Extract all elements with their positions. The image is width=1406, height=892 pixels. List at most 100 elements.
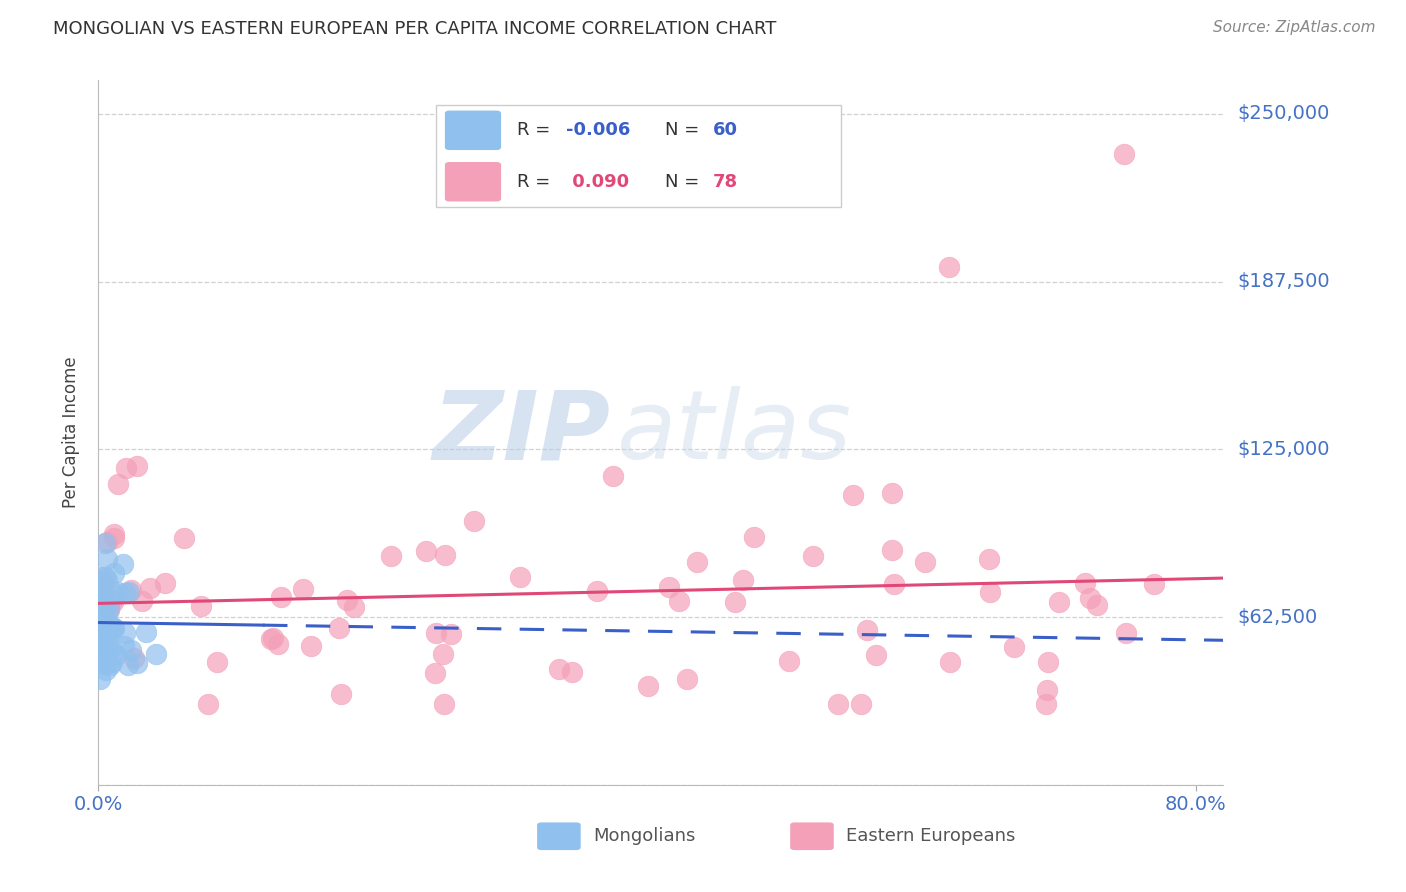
- Point: [90, 609, 112, 624]
- Text: $125,000: $125,000: [1237, 440, 1330, 458]
- Point: [125, 657, 148, 671]
- Point: [977, 552, 1000, 566]
- Point: [1036, 683, 1059, 698]
- Point: [561, 665, 583, 679]
- Point: [94, 657, 117, 671]
- Point: [122, 650, 145, 665]
- Point: [91, 611, 114, 625]
- Point: [93, 630, 115, 644]
- Point: [1115, 626, 1137, 640]
- Point: [91, 573, 114, 587]
- Point: [91, 579, 114, 593]
- Point: [778, 654, 800, 668]
- Point: [93, 536, 115, 550]
- Point: [637, 679, 659, 693]
- Point: [1114, 147, 1136, 161]
- Point: [103, 527, 125, 541]
- Text: N =: N =: [665, 173, 706, 191]
- Text: MONGOLIAN VS EASTERN EUROPEAN PER CAPITA INCOME CORRELATION CHART: MONGOLIAN VS EASTERN EUROPEAN PER CAPITA…: [53, 20, 776, 37]
- Text: $187,500: $187,500: [1237, 272, 1330, 291]
- Point: [336, 593, 359, 607]
- Point: [842, 488, 865, 502]
- Point: [96, 573, 118, 587]
- Point: [89, 624, 111, 639]
- Point: [89, 673, 111, 687]
- Point: [96, 654, 118, 668]
- Point: [90, 623, 112, 637]
- Point: [432, 647, 454, 661]
- Point: [89, 624, 111, 638]
- Point: [138, 581, 160, 595]
- Point: [131, 594, 153, 608]
- Point: [114, 626, 136, 640]
- Point: [658, 580, 681, 594]
- Point: [299, 639, 322, 653]
- Point: [433, 698, 456, 712]
- Point: [343, 599, 366, 614]
- Point: [96, 535, 118, 549]
- Point: [676, 672, 699, 686]
- Text: Mongolians: Mongolians: [593, 827, 696, 846]
- Point: [329, 687, 352, 701]
- Point: [103, 566, 125, 580]
- Point: [89, 603, 111, 617]
- Point: [93, 637, 115, 651]
- Text: N =: N =: [665, 121, 706, 139]
- Point: [97, 622, 120, 636]
- Point: [101, 595, 124, 609]
- Point: [115, 461, 138, 475]
- Point: [97, 603, 120, 617]
- Text: atlas: atlas: [616, 386, 851, 479]
- Point: [90, 586, 112, 600]
- Point: [380, 549, 402, 563]
- Point: [94, 598, 117, 612]
- Point: [938, 260, 960, 274]
- Point: [328, 621, 350, 635]
- Point: [100, 641, 122, 656]
- Point: [509, 570, 531, 584]
- Point: [127, 458, 149, 473]
- FancyBboxPatch shape: [444, 162, 501, 202]
- Point: [979, 584, 1001, 599]
- Point: [270, 590, 292, 604]
- Point: [463, 514, 485, 528]
- Point: [93, 615, 115, 629]
- Point: [851, 698, 873, 712]
- Text: R =: R =: [517, 121, 555, 139]
- Point: [190, 599, 212, 613]
- Point: [101, 584, 124, 599]
- Point: [94, 663, 117, 677]
- Text: Eastern Europeans: Eastern Europeans: [846, 827, 1015, 846]
- Point: [1035, 698, 1057, 712]
- Point: [98, 657, 121, 672]
- Point: [90, 619, 112, 633]
- Point: [723, 595, 745, 609]
- Point: [93, 599, 115, 614]
- Point: [1143, 576, 1166, 591]
- Point: [96, 636, 118, 650]
- Point: [96, 607, 118, 622]
- Point: [883, 576, 905, 591]
- Point: [91, 624, 114, 638]
- Point: [112, 557, 135, 571]
- Point: [434, 548, 457, 562]
- Point: [117, 584, 139, 599]
- Point: [93, 615, 115, 629]
- Y-axis label: Per Capita Income: Per Capita Income: [62, 357, 80, 508]
- Text: $250,000: $250,000: [1237, 104, 1330, 123]
- Point: [91, 586, 114, 600]
- Text: $62,500: $62,500: [1237, 607, 1317, 627]
- Point: [112, 640, 135, 654]
- Text: Source: ZipAtlas.com: Source: ZipAtlas.com: [1212, 20, 1375, 35]
- Point: [100, 619, 122, 633]
- Point: [97, 624, 120, 638]
- Point: [668, 594, 690, 608]
- Point: [880, 542, 903, 557]
- Point: [602, 469, 624, 483]
- Point: [93, 643, 115, 657]
- Point: [101, 655, 124, 669]
- Point: [827, 698, 849, 712]
- Point: [120, 642, 142, 657]
- Text: 0.090: 0.090: [567, 173, 630, 191]
- Point: [117, 658, 139, 673]
